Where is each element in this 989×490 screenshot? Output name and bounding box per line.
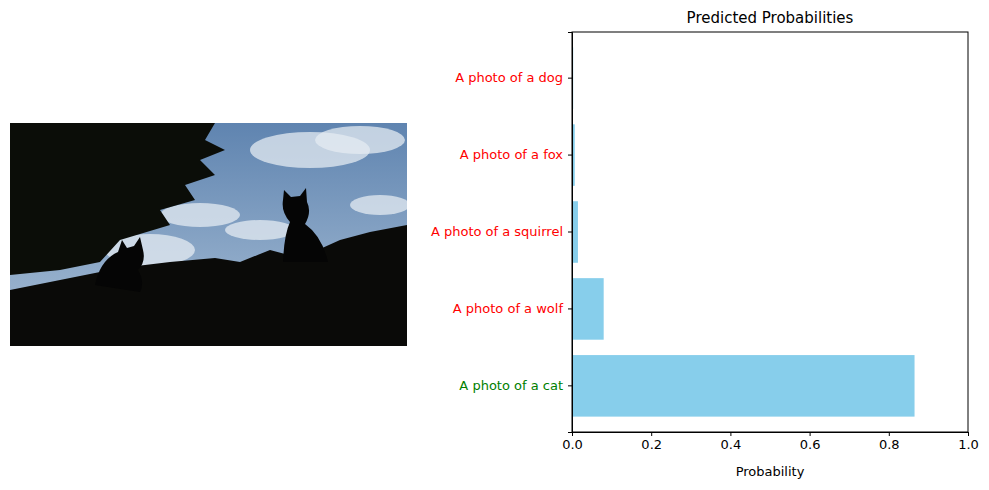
x-tick-label: 0.8 [879, 437, 900, 452]
bars [572, 47, 915, 416]
y-axis-line [568, 33, 573, 433]
y-tick-label: A photo of a fox [460, 147, 564, 162]
y-tick-label: A photo of a cat [459, 378, 563, 393]
photo [10, 123, 407, 346]
x-tick: 1.0 [958, 432, 979, 452]
y-tick-mark [568, 385, 572, 386]
y-tick: A photo of a dog [455, 70, 572, 85]
y-tick-label: A photo of a squirrel [431, 224, 563, 239]
cat-silhouette [95, 237, 144, 292]
y-tick: A photo of a wolf [453, 301, 572, 316]
y-tick-mark [568, 232, 572, 233]
y-tick: A photo of a fox [460, 147, 572, 162]
x-axis-line [573, 433, 969, 437]
bar [572, 278, 604, 340]
x-axis-title: Probability [736, 464, 805, 479]
y-tick-label: A photo of a dog [455, 70, 563, 85]
ground [10, 225, 407, 346]
y-tick-label: A photo of a wolf [453, 301, 564, 316]
chart-title: Predicted Probabilities [687, 9, 854, 27]
x-tick-mark [810, 432, 811, 436]
cloud [315, 126, 405, 154]
x-tick-label: 0.0 [562, 437, 583, 452]
x-tick-label: 0.6 [800, 437, 821, 452]
cloud [350, 195, 407, 215]
bar [572, 355, 915, 417]
x-tick: 0.0 [562, 432, 583, 452]
y-tick-mark [568, 308, 572, 309]
x-tick-mark [889, 432, 890, 436]
x-tick: 0.8 [879, 432, 900, 452]
x-tick-mark [730, 432, 731, 436]
x-axis: 0.0 0.2 0.4 0.6 0.8 1.0 [562, 432, 979, 452]
x-tick-mark [651, 432, 652, 436]
y-tick: A photo of a cat [459, 378, 572, 393]
cloud [225, 220, 295, 240]
y-tick-mark [568, 78, 572, 79]
cloud [160, 203, 240, 227]
cat-silhouette [283, 188, 328, 262]
x-tick: 0.2 [641, 432, 662, 452]
tree [10, 123, 225, 275]
y-axis: A photo of a dog A photo of a fox A photo … [431, 33, 573, 433]
x-tick-label: 0.4 [721, 437, 742, 452]
x-tick: 0.6 [800, 432, 821, 452]
x-tick-label: 0.2 [641, 437, 662, 452]
x-tick: 0.4 [721, 432, 742, 452]
x-tick-mark [968, 432, 969, 436]
sky [10, 123, 407, 346]
y-tick: A photo of a squirrel [431, 224, 572, 239]
y-tick-mark [568, 155, 572, 156]
plot-frame [572, 32, 968, 432]
x-tick-label: 1.0 [958, 437, 979, 452]
